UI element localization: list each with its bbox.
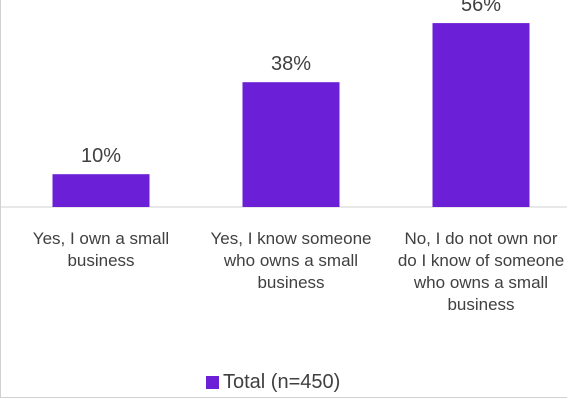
data-label-neither: 56%: [461, 0, 501, 16]
legend: Total (n=450): [206, 369, 340, 395]
bar-own: [52, 174, 150, 207]
legend-label: Total (n=450): [223, 370, 341, 393]
bar-know: [242, 82, 340, 207]
data-label-know: 38%: [271, 53, 311, 75]
bar-neither: [432, 23, 530, 207]
legend-swatch: [206, 375, 219, 389]
category-label-neither: No, I do not own nor do I know of someon…: [397, 229, 565, 314]
data-label-own: 10%: [81, 145, 121, 167]
category-label-know: Yes, I know someone who owns a small bus…: [210, 229, 372, 292]
category-label-own: Yes, I own a small business: [32, 229, 170, 270]
